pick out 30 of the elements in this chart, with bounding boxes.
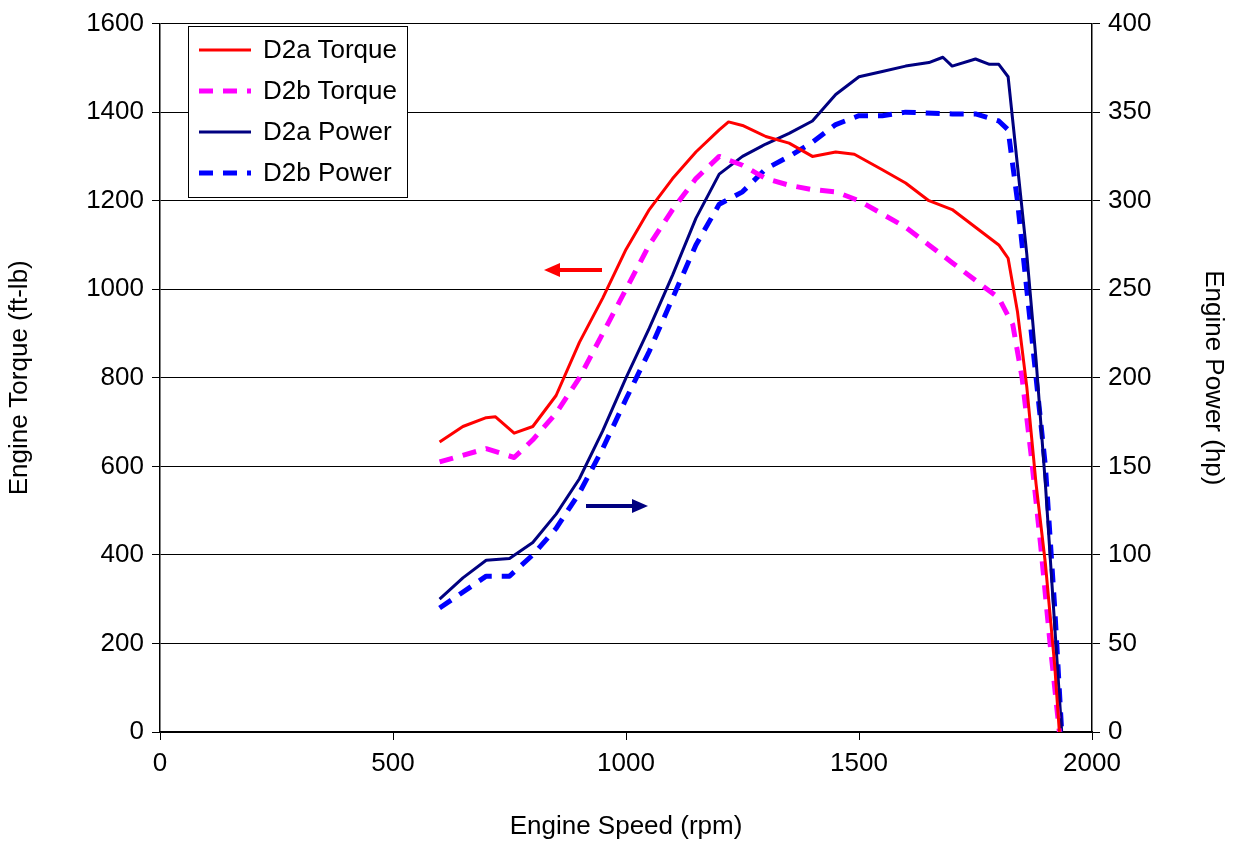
x-tick-label: 1000 (597, 746, 655, 777)
x-tick-label: 0 (152, 746, 168, 777)
x-tick-label: 1500 (830, 746, 888, 777)
y2-tick-label: 300 (1108, 183, 1152, 214)
y-tick-label: 1400 (86, 95, 144, 126)
y-tick-label: 800 (100, 360, 144, 391)
y-tick-label: 1000 (86, 272, 144, 303)
y-tick-label: 1200 (86, 183, 144, 214)
y-axis-title: Engine Torque (ft-lb) (2, 260, 33, 496)
x-tick-label: 500 (371, 746, 415, 777)
y-tick-label: 400 (100, 538, 144, 569)
y2-tick-label: 400 (1108, 6, 1152, 37)
y2-axis-title: Engine Power (hp) (1200, 270, 1231, 486)
y2-tick-label: 350 (1108, 95, 1152, 126)
y2-tick-label: 150 (1108, 449, 1152, 480)
y-tick-label: 0 (129, 715, 144, 746)
y-tick-label: 200 (100, 626, 144, 657)
y2-tick-label: 250 (1108, 272, 1152, 303)
legend-label: D2a Torque (263, 34, 397, 65)
y-tick-label: 1600 (86, 6, 144, 37)
x-axis-title: Engine Speed (rpm) (509, 809, 743, 840)
y2-tick-label: 0 (1108, 715, 1123, 746)
y-tick-label: 600 (100, 449, 144, 480)
y2-tick-label: 200 (1108, 360, 1152, 391)
x-tick-label: 2000 (1063, 746, 1121, 777)
y2-tick-label: 100 (1108, 538, 1152, 569)
legend-label: D2b Torque (263, 75, 397, 106)
y2-tick-label: 50 (1108, 626, 1137, 657)
legend-label: D2a Power (263, 116, 392, 147)
legend-label: D2b Power (263, 157, 392, 188)
